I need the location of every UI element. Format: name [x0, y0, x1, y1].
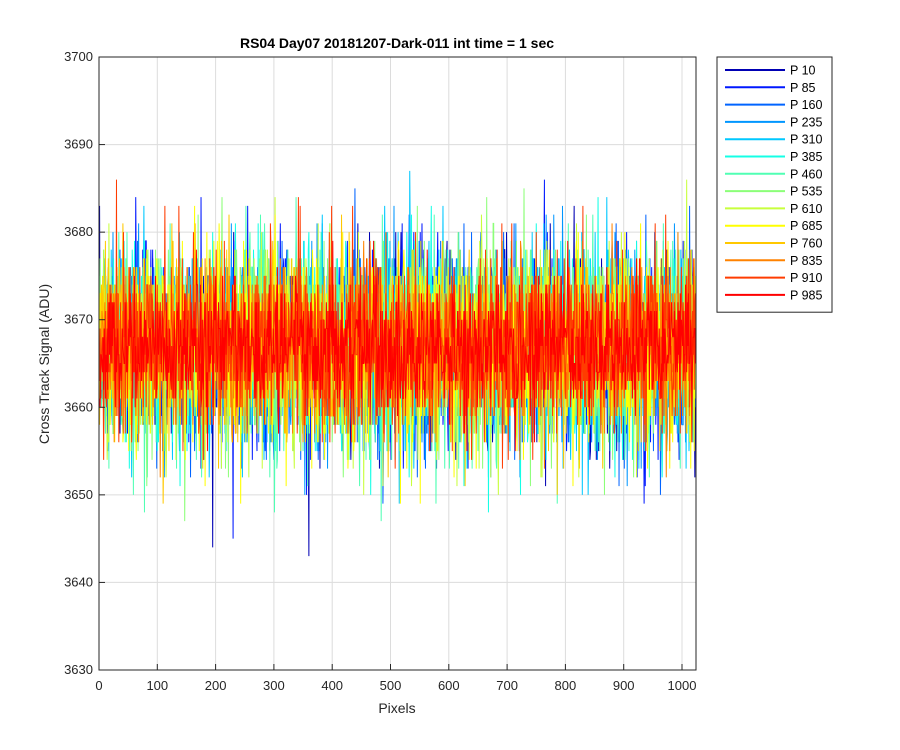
legend-label: P 910: [790, 271, 822, 285]
x-tick-label: 600: [438, 678, 460, 693]
x-tick-label: 700: [496, 678, 518, 693]
x-tick-label: 200: [205, 678, 227, 693]
chart-title: RS04 Day07 20181207-Dark-011 int time = …: [240, 35, 554, 51]
x-tick-label: 900: [613, 678, 635, 693]
legend-label: P 610: [790, 202, 822, 216]
plot-area: 0 100 200 300 400 500 600 700 800 900 1000 3630 3640…: [64, 49, 697, 693]
y-tick-label: 3660: [64, 399, 93, 414]
x-tick-label: 800: [555, 678, 577, 693]
series-line-p985: [99, 240, 697, 452]
legend-label: P 460: [790, 167, 822, 181]
legend-box: [716, 56, 833, 313]
legend-label: P 760: [790, 237, 822, 251]
legend-label: P 85: [790, 81, 816, 95]
y-tick-label: 3670: [64, 312, 93, 327]
x-tick-label: 500: [380, 678, 402, 693]
legend-label: P 685: [790, 219, 822, 233]
y-axis-label: Cross Track Signal (ADU): [36, 284, 52, 444]
x-tick-label: 100: [146, 678, 168, 693]
x-tick-label: 400: [321, 678, 343, 693]
series-layer: [99, 170, 697, 557]
legend-label: P 385: [790, 150, 822, 164]
legend: P 10 P 85 P 160 P 235 P 310 P 385 P 460 P 535 P …: [716, 56, 833, 313]
legend-label: P 160: [790, 98, 822, 112]
legend-label: P 535: [790, 185, 822, 199]
y-tick-label: 3650: [64, 487, 93, 502]
legend-label: P 835: [790, 254, 822, 268]
legend-label: P 10: [790, 64, 816, 78]
y-tick-label: 3690: [64, 137, 93, 152]
y-tick-label: 3640: [64, 574, 93, 589]
y-tick-label: 3630: [64, 662, 93, 677]
legend-label: P 235: [790, 115, 822, 129]
legend-label: P 985: [790, 288, 822, 302]
legend-label: P 310: [790, 133, 822, 147]
x-axis-label: Pixels: [378, 700, 415, 716]
x-tick-label: 1000: [668, 678, 697, 693]
plot-frame: [98, 56, 697, 671]
ticks: 0 100 200 300 400 500 600 700 800 900 1000 3630 3640…: [64, 49, 696, 693]
x-tick-label: 0: [95, 678, 102, 693]
x-tick-label: 300: [263, 678, 285, 693]
y-tick-label: 3700: [64, 49, 93, 64]
y-tick-label: 3680: [64, 224, 93, 239]
